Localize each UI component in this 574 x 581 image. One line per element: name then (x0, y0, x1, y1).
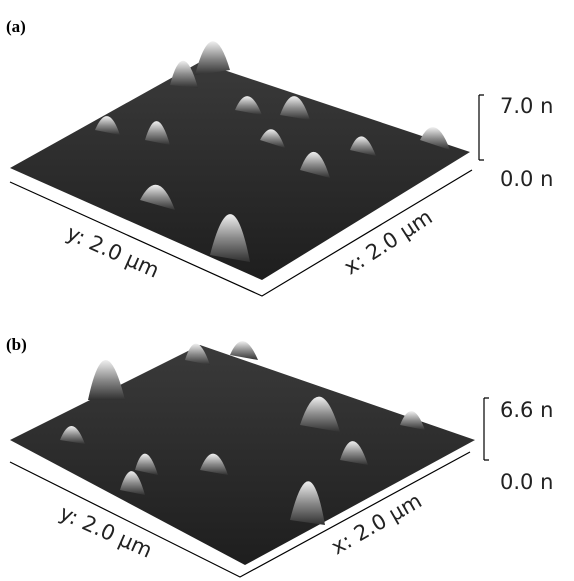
panel-label: (a) (6, 17, 26, 36)
z-scale-bar (484, 398, 489, 460)
panel-b: (b) 6.6 n 0.0 n y: 2.0 µm x: 2.0 µm (6, 335, 553, 577)
z-scale-bar (479, 95, 484, 160)
y-axis-label: y: 2.0 µm (63, 221, 163, 283)
figure: (a) 7.0 n 0.0 n y: 2.0 µm x: 2.0 µm (b) (0, 0, 574, 581)
z-min-label: 0.0 n (500, 470, 553, 494)
z-max-label: 6.6 n (500, 398, 553, 422)
z-max-label: 7.0 n (500, 94, 553, 118)
panel-label: (b) (6, 335, 27, 354)
z-min-label: 0.0 n (500, 167, 553, 191)
panel-a: (a) 7.0 n 0.0 n y: 2.0 µm x: 2.0 µm (6, 17, 553, 296)
